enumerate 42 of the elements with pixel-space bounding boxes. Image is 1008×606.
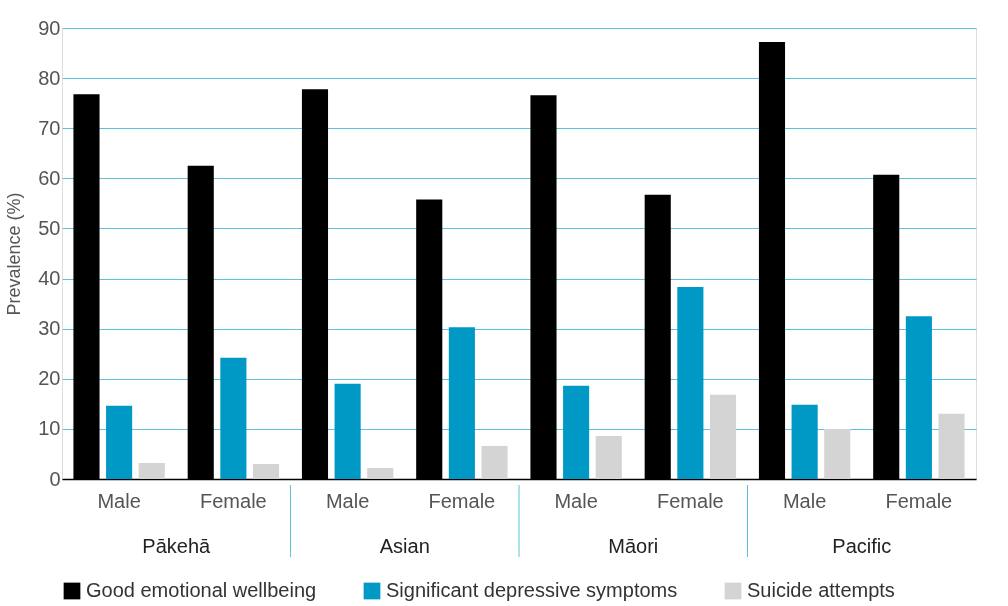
bar (709, 394, 737, 479)
y-tick-label: 30 (38, 317, 61, 340)
x-tick-label: Male (554, 489, 598, 512)
y-tick-label: 40 (38, 267, 61, 290)
x-tick-label: Female (428, 489, 496, 512)
bar (938, 413, 965, 479)
y-tick-label: 90 (38, 16, 61, 39)
bar (138, 462, 165, 479)
bar (334, 383, 361, 479)
x-tick-label: Male (325, 489, 370, 512)
bar (252, 463, 280, 479)
legend-label: Significant depressive symptoms (386, 579, 678, 601)
x-tick-label: Female (200, 489, 267, 512)
bar (677, 287, 704, 479)
bar (905, 316, 932, 479)
text: Māori (608, 535, 659, 557)
bar (791, 404, 818, 479)
bar (481, 445, 508, 479)
y-tick-label: 10 (38, 417, 61, 440)
bar (367, 467, 394, 479)
text: Pākehā (142, 535, 212, 557)
bar (563, 385, 590, 479)
legend-label: Suicide attempts (747, 579, 895, 601)
bar (448, 327, 475, 479)
y-tick-label: 60 (38, 166, 61, 189)
legend-label: Good emotional wellbeing (86, 579, 317, 601)
bar (220, 357, 247, 479)
x-tick-label: Female (657, 489, 724, 512)
x-tick-label: Female (885, 489, 953, 512)
bar (824, 428, 851, 479)
y-tick-label: 50 (38, 216, 61, 239)
y-axis-title: Prevalence (%) (4, 192, 25, 316)
x-tick-label: Male (782, 489, 827, 512)
y-tick-label: 20 (38, 367, 61, 390)
y-tick-label: 0 (49, 467, 61, 490)
text: Asian (379, 535, 430, 557)
x-tick-label: Male (97, 489, 141, 512)
text: Pacific (832, 535, 892, 557)
bar (106, 405, 133, 479)
y-tick-label: 70 (38, 116, 61, 139)
y-tick-label: 80 (38, 66, 61, 89)
bar (595, 435, 622, 479)
